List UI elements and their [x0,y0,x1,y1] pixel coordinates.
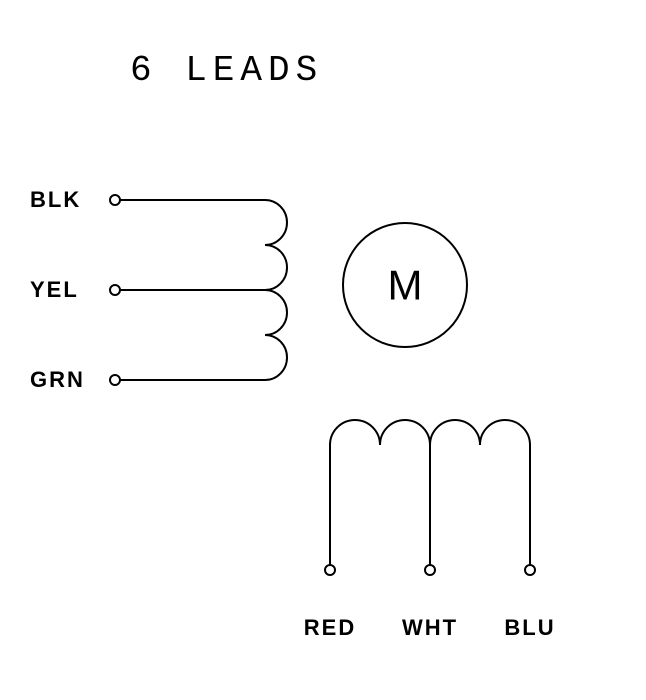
lead-label-yel: YEL [30,277,79,302]
motor-letter: M [388,262,423,309]
diagram-title: 6 LEADS [130,50,323,91]
lead-label-blu: BLU [504,615,555,640]
lead-label-wht: WHT [402,615,458,640]
background [0,0,646,700]
lead-label-red: RED [304,615,356,640]
lead-label-blk: BLK [30,187,81,212]
lead-label-grn: GRN [30,367,85,392]
